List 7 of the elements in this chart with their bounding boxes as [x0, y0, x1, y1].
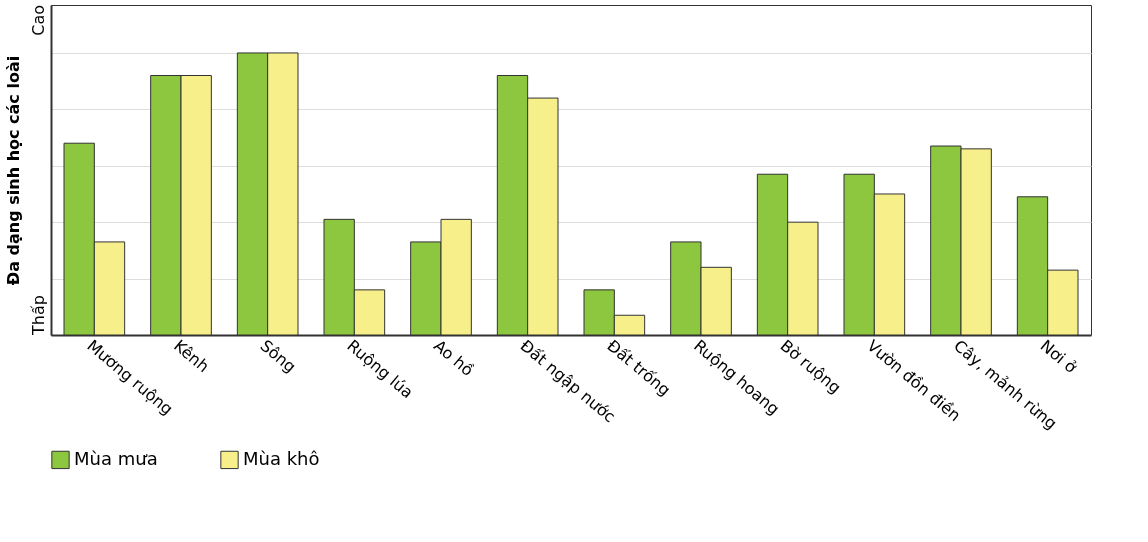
- x-tick-label: Nơi ở: [1036, 335, 1081, 378]
- text: Thấp: [29, 295, 48, 336]
- x-tick-label: Ao hồ: [430, 335, 478, 380]
- y-axis-title: Đa dạng sinh học các loài: [3, 55, 23, 286]
- legend-label: Mùa khô: [243, 447, 320, 469]
- text: Cao: [29, 5, 48, 36]
- legend-label: Mùa mưa: [74, 447, 158, 469]
